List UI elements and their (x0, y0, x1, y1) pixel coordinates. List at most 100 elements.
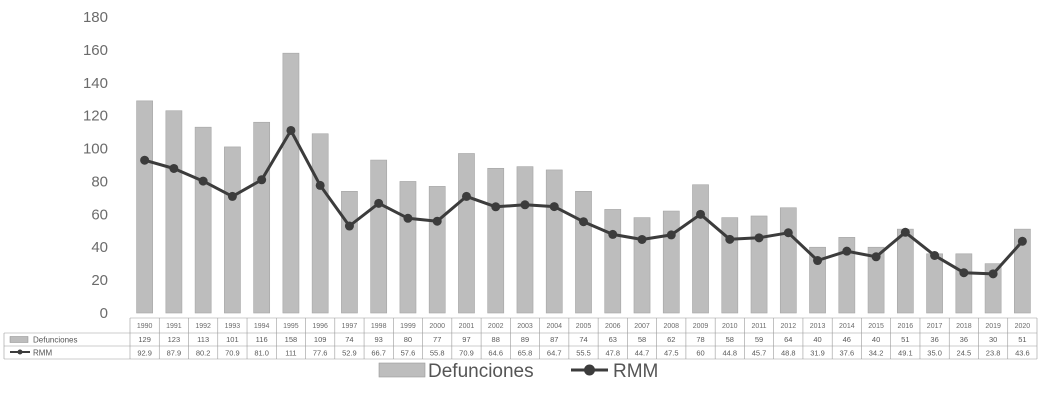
x-tick-label-2005: 2005 (576, 323, 592, 330)
point-rmm-2006 (608, 229, 618, 239)
bar-defunciones-1994 (253, 121, 271, 314)
table-key-rmm-marker (17, 349, 23, 355)
table-cell-rmm-1992: 80.2 (196, 349, 211, 358)
table-cell-rmm-2015: 34.2 (869, 349, 884, 358)
table-cell-rmm-2012: 48.8 (781, 349, 796, 358)
y-tick-label-20: 20 (91, 272, 108, 289)
point-rmm-2015 (871, 252, 881, 262)
point-rmm-1992 (198, 176, 208, 186)
y-tick-label-120: 120 (83, 108, 108, 125)
table-key-defunciones (9, 336, 29, 343)
table-cell-defunciones-1999: 80 (404, 335, 412, 344)
x-tick-label-1995: 1995 (283, 323, 299, 330)
y-tick-label-80: 80 (91, 173, 108, 190)
table-cell-rmm-1997: 52.9 (342, 349, 357, 358)
table-cell-rmm-2006: 47.8 (605, 349, 620, 358)
table-cell-rmm-1999: 57.6 (401, 349, 416, 358)
bar-defunciones-2008 (662, 210, 680, 314)
point-rmm-2000 (432, 216, 442, 226)
legend-label-rmm: RMM (613, 361, 658, 382)
point-rmm-2016 (900, 227, 910, 237)
point-rmm-1996 (315, 180, 325, 190)
table-cell-rmm-2000: 55.8 (430, 349, 445, 358)
bar-defunciones-1998 (370, 159, 388, 314)
point-rmm-1999 (403, 213, 413, 223)
x-tick-label-2020: 2020 (1015, 323, 1031, 330)
table-cell-rmm-2007: 44.7 (635, 349, 650, 358)
table-cell-defunciones-1991: 123 (168, 335, 181, 344)
bar-defunciones-2007 (633, 217, 651, 314)
table-cell-defunciones-1995: 158 (285, 335, 298, 344)
bar-defunciones-1992 (194, 126, 212, 314)
table-cell-defunciones-2015: 40 (872, 335, 880, 344)
x-tick-label-1996: 1996 (312, 323, 328, 330)
point-rmm-1997 (344, 221, 354, 231)
bar-defunciones-2006 (604, 209, 622, 314)
bar-series-defunciones (136, 52, 1031, 314)
point-rmm-2009 (696, 209, 706, 219)
bar-defunciones-2019 (984, 263, 1002, 314)
x-tick-label-2014: 2014 (839, 323, 855, 330)
table-cell-rmm-2002: 64.6 (488, 349, 503, 358)
table-cell-defunciones-2000: 77 (433, 335, 441, 344)
bar-defunciones-2014 (838, 237, 856, 314)
table-cell-defunciones-1993: 101 (226, 335, 239, 344)
x-tick-label-2008: 2008 (663, 323, 679, 330)
bar-defunciones-2011 (750, 215, 768, 314)
point-rmm-1998 (374, 198, 384, 208)
table-cell-rmm-1996: 77.6 (313, 349, 328, 358)
x-tick-label-2018: 2018 (956, 323, 972, 330)
table-cell-rmm-2010: 44.8 (722, 349, 737, 358)
bar-defunciones-2001 (458, 153, 475, 314)
x-tick-label-2007: 2007 (634, 323, 650, 330)
table-cell-defunciones-2019: 30 (989, 335, 997, 344)
table-cell-defunciones-1998: 93 (375, 335, 383, 344)
table-cell-defunciones-2003: 89 (521, 335, 529, 344)
bar-defunciones-2003 (516, 166, 534, 314)
point-rmm-1990 (140, 155, 150, 165)
table-cell-defunciones-1994: 116 (256, 335, 268, 344)
table-cell-defunciones-2017: 36 (930, 335, 938, 344)
table-cell-rmm-1995: 111 (285, 349, 296, 358)
x-tick-label-1993: 1993 (225, 323, 241, 330)
point-rmm-2017 (930, 250, 940, 260)
x-tick-label-2015: 2015 (868, 323, 884, 330)
point-rmm-2020 (1017, 236, 1027, 246)
table-cell-defunciones-2010: 58 (726, 335, 734, 344)
table-cell-rmm-2019: 23.8 (986, 349, 1001, 358)
legend-marker-rmm (584, 364, 595, 376)
table-cell-rmm-1994: 81.0 (254, 349, 269, 358)
table-cell-defunciones-2018: 36 (960, 335, 968, 344)
table-cell-rmm-2017: 35.0 (927, 349, 942, 358)
bar-defunciones-2004 (545, 169, 563, 314)
x-tick-label-1992: 1992 (195, 323, 211, 330)
x-tick-label-1991: 1991 (166, 323, 182, 330)
bar-defunciones-1999 (399, 181, 417, 314)
x-tick-label-1998: 1998 (371, 323, 387, 330)
point-rmm-2012 (783, 228, 793, 238)
bar-defunciones-2020 (1014, 228, 1031, 314)
bar-defunciones-2012 (779, 207, 797, 314)
table-cell-rmm-1990: 92.9 (137, 349, 152, 358)
table-cell-defunciones-2008: 62 (667, 335, 675, 344)
y-tick-label-160: 160 (83, 42, 108, 59)
y-tick-label-180: 180 (83, 9, 108, 26)
table-cell-rmm-2004: 64.7 (547, 349, 562, 358)
table-cell-defunciones-2012: 64 (784, 335, 792, 344)
bar-defunciones-2018 (955, 253, 973, 314)
table-cell-rmm-2008: 47.5 (664, 349, 679, 358)
table-cell-defunciones-2007: 58 (638, 335, 646, 344)
table-cell-rmm-2011: 45.7 (752, 349, 767, 358)
table-cell-defunciones-2004: 87 (550, 335, 558, 344)
bar-defunciones-2016 (896, 228, 914, 314)
bar-defunciones-2010 (721, 217, 739, 314)
x-axis: 1990 1991 1992 1993 1994 1995 1996 1997 1998 1999… (137, 323, 1030, 330)
table-cell-rmm-2020: 43.6 (1015, 349, 1030, 358)
x-tick-label-2010: 2010 (722, 323, 738, 330)
point-rmm-2005 (579, 217, 588, 227)
x-tick-label-2012: 2012 (781, 323, 797, 330)
table-cell-defunciones-2014: 46 (843, 335, 851, 344)
x-tick-label-2009: 2009 (693, 323, 709, 330)
table-cell-defunciones-1992: 113 (197, 335, 209, 344)
